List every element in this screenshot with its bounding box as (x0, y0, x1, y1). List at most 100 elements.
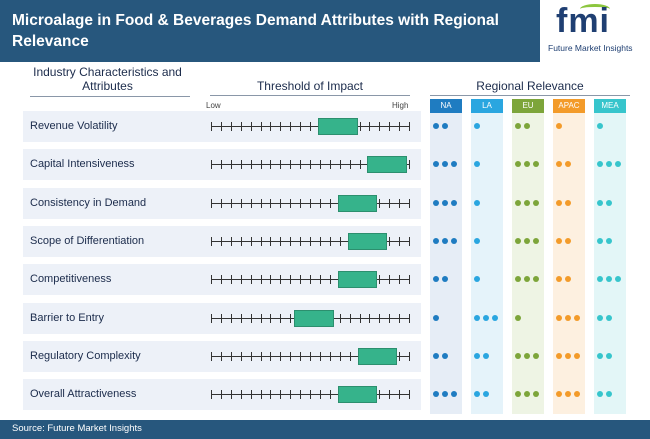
impact-scale-tick (270, 199, 272, 208)
impact-range-marker (294, 310, 334, 327)
impact-scale-tick (319, 275, 321, 284)
impact-scale-tick (349, 352, 351, 361)
relevance-dot (442, 161, 448, 167)
impact-range-marker (357, 348, 398, 365)
impact-scale-tick (220, 122, 222, 131)
relevance-dots-apac (556, 391, 580, 399)
impact-scale-tick (240, 352, 242, 361)
impact-scale-tick (389, 275, 391, 284)
impact-scale-tick (290, 352, 292, 361)
relevance-dot (433, 315, 439, 321)
relevance-dots-eu (515, 200, 539, 208)
region-badge-mea: MEA (594, 99, 626, 113)
relevance-dot (556, 391, 562, 397)
impact-range-marker (347, 233, 388, 250)
impact-scale-tick (310, 352, 311, 361)
low-label: Low (206, 101, 221, 110)
impact-scale-tick (310, 122, 311, 131)
impact-scale-tick (220, 390, 222, 399)
impact-scale-tick (310, 160, 311, 169)
impact-scale-tick (409, 122, 410, 131)
impact-scale-tick (409, 314, 410, 323)
impact-scale-tick (339, 314, 341, 323)
relevance-dot (524, 276, 530, 282)
relevance-dot (442, 353, 448, 359)
relevance-dot (451, 391, 457, 397)
relevance-dot (597, 200, 603, 206)
relevance-dot (565, 161, 571, 167)
impact-scale-tick (220, 275, 222, 284)
impact-scale-tick (389, 314, 391, 323)
region-column-mea (594, 113, 626, 414)
impact-scale-tick (250, 390, 252, 399)
impact-scale-tick (250, 160, 252, 169)
impact-range-marker (337, 271, 378, 288)
header-banner: Microalage in Food & Beverages Demand At… (0, 0, 650, 62)
impact-scale-tick (260, 314, 262, 323)
impact-scale-tick (349, 314, 351, 323)
relevance-dots-na (433, 238, 457, 246)
relevance-dots-mea (597, 391, 612, 399)
relevance-dot (524, 353, 530, 359)
relevance-dot (442, 391, 448, 397)
relevance-dot (474, 276, 480, 282)
relevance-dots-la (474, 391, 489, 399)
impact-scale-tick (379, 199, 381, 208)
impact-scale-tick (280, 314, 282, 323)
impact-range-marker (367, 156, 407, 173)
relevance-dot (474, 238, 480, 244)
impact-scale-tick (290, 122, 292, 131)
high-label: High (392, 101, 409, 110)
impact-scale-tick (280, 390, 282, 399)
relevance-dot (565, 238, 571, 244)
impact-range-marker (317, 118, 358, 135)
impact-scale-tick (409, 390, 410, 399)
relevance-dot (615, 276, 621, 282)
impact-scale-tick (230, 275, 232, 284)
relevance-dot (433, 123, 439, 129)
relevance-dot (483, 391, 489, 397)
impact-scale-tick (339, 237, 341, 246)
impact-scale-tick (310, 199, 311, 208)
impact-scale-tick (319, 352, 321, 361)
impact-scale-tick (399, 314, 401, 323)
impact-scale-tick (280, 199, 282, 208)
relevance-dot (606, 276, 612, 282)
relevance-dot (556, 353, 562, 359)
relevance-dot (451, 200, 457, 206)
relevance-dot (515, 353, 521, 359)
impact-scale-tick (319, 160, 321, 169)
relevance-dots-la (474, 276, 480, 284)
impact-scale-tick (220, 160, 222, 169)
relevance-dots-na (433, 353, 448, 361)
impact-scale-tick (240, 122, 242, 131)
region-badge-eu: EU (512, 99, 544, 113)
impact-scale-tick (250, 237, 252, 246)
impact-scale-tick (240, 199, 242, 208)
relevance-dots-apac (556, 200, 571, 208)
impact-scale-tick (270, 160, 272, 169)
relevance-dot (451, 238, 457, 244)
regional-heading: Regional Relevance (476, 79, 584, 93)
relevance-dots-apac (556, 238, 571, 246)
relevance-dot (606, 391, 612, 397)
relevance-dot (597, 161, 603, 167)
impact-scale-tick (220, 199, 222, 208)
impact-scale-tick (379, 122, 381, 131)
relevance-dots-apac (556, 276, 571, 284)
impact-scale-tick (300, 237, 302, 246)
relevance-dot (515, 391, 521, 397)
relevance-dot (433, 391, 439, 397)
relevance-dot (597, 315, 603, 321)
region-badge-na: NA (430, 99, 462, 113)
impact-scale-tick (300, 199, 302, 208)
relevance-dots-eu (515, 161, 539, 169)
relevance-dot (606, 315, 612, 321)
impact-scale-tick (319, 237, 321, 246)
attribute-label: Regulatory Complexity (30, 350, 141, 362)
impact-scale-tick (329, 237, 331, 246)
relevance-dots-na (433, 200, 457, 208)
relevance-dots-eu (515, 391, 539, 399)
impact-scale-tick (310, 237, 311, 246)
impact-scale-tick (211, 160, 212, 169)
